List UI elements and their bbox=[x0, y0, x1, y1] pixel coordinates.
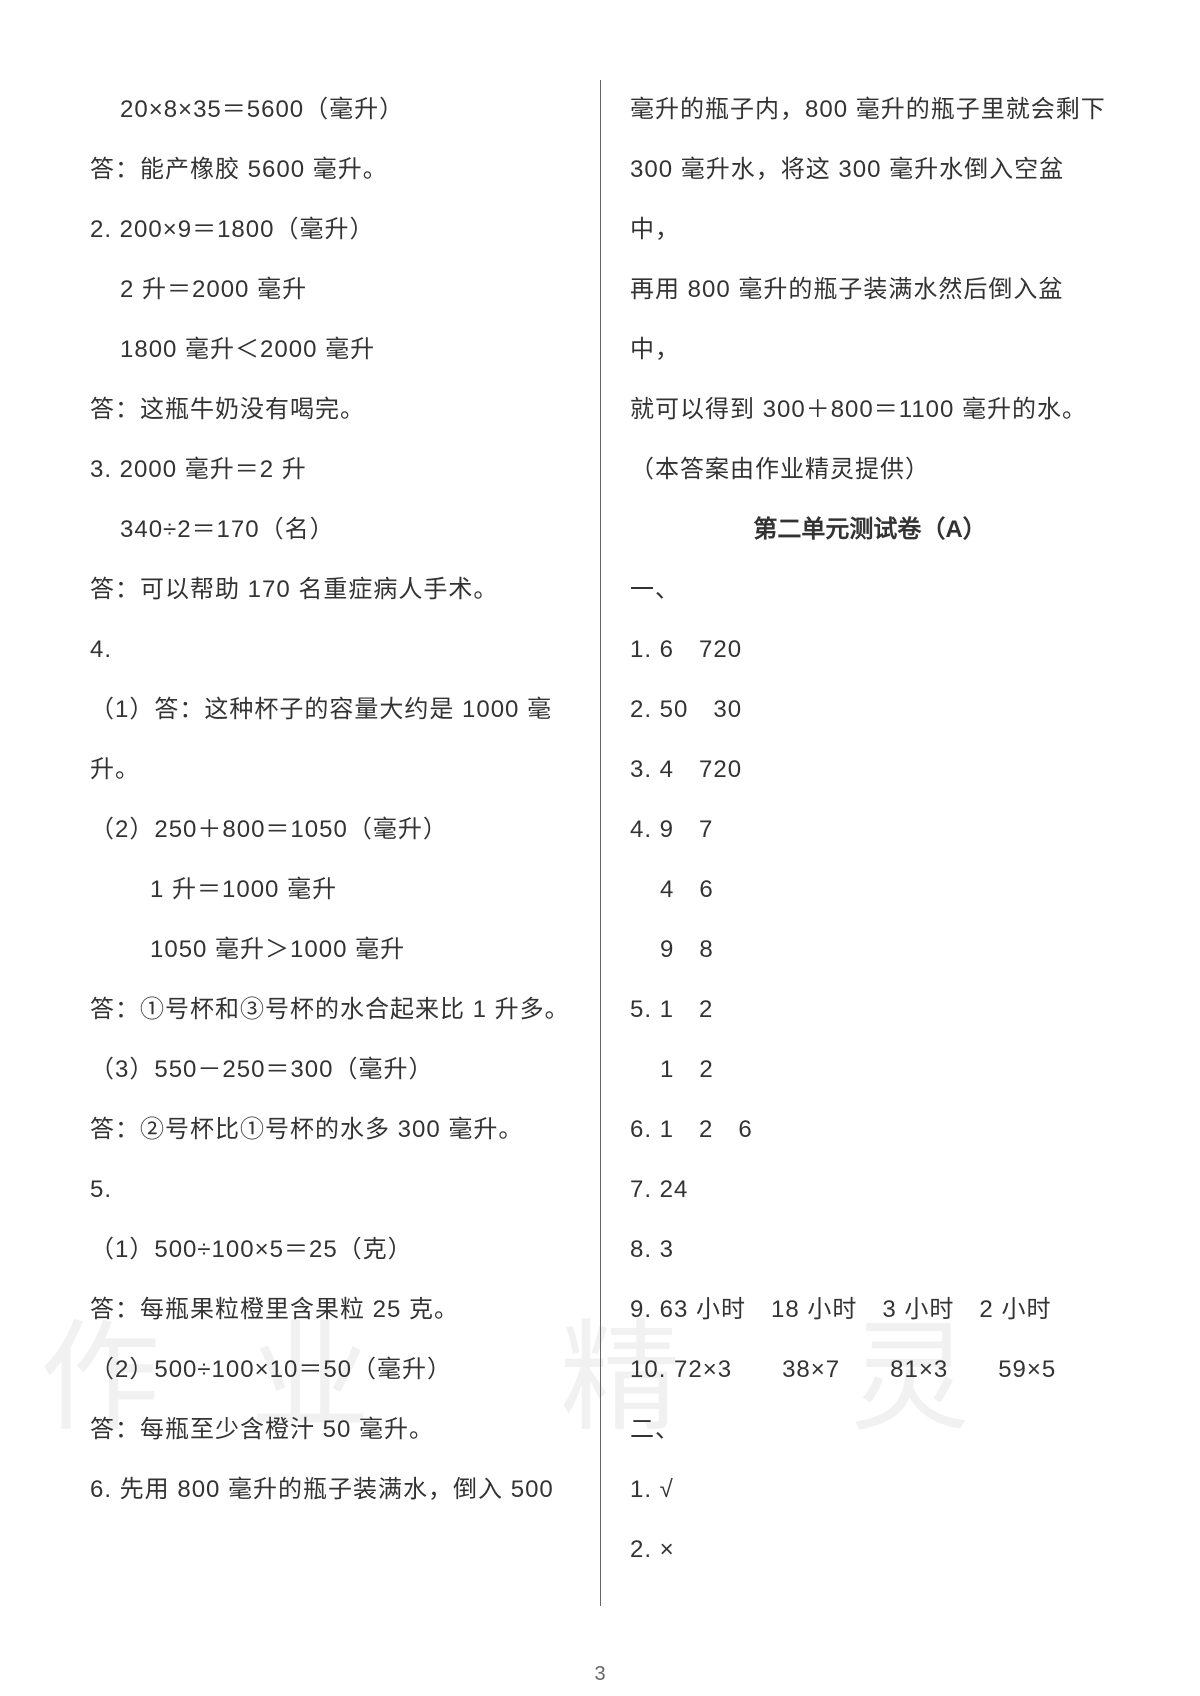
right-section-line: 7. 24 bbox=[630, 1160, 1110, 1220]
left-line: 340÷2＝170（名） bbox=[90, 500, 570, 560]
left-line: 4. bbox=[90, 620, 570, 680]
right-section-line: 2. 50 30 bbox=[630, 680, 1110, 740]
left-line: （2）500÷100×10＝50（毫升） bbox=[90, 1340, 570, 1400]
right-section-line: 二、 bbox=[630, 1400, 1110, 1460]
left-line: 1050 毫升＞1000 毫升 bbox=[90, 920, 570, 980]
column-divider bbox=[600, 80, 601, 1606]
left-line: 6. 先用 800 毫升的瓶子装满水，倒入 500 bbox=[90, 1460, 570, 1520]
left-line: 5. bbox=[90, 1160, 570, 1220]
right-top-line: 毫升的瓶子内，800 毫升的瓶子里就会剩下 bbox=[630, 80, 1110, 140]
left-line: （1）答：这种杯子的容量大约是 1000 毫升。 bbox=[90, 680, 570, 800]
right-section-line: 10. 72×3 38×7 81×3 59×5 bbox=[630, 1340, 1110, 1400]
right-section-line: 4. 9 7 bbox=[630, 800, 1110, 860]
right-top-line: 300 毫升水，将这 300 毫升水倒入空盆中， bbox=[630, 140, 1110, 260]
right-section-line: 8. 3 bbox=[630, 1220, 1110, 1280]
section-title: 第二单元测试卷（A） bbox=[630, 500, 1110, 560]
right-section-line: 1. 6 720 bbox=[630, 620, 1110, 680]
right-section-line: 4 6 bbox=[630, 860, 1110, 920]
left-line: （1）500÷100×5＝25（克） bbox=[90, 1220, 570, 1280]
right-section-line: 9 8 bbox=[630, 920, 1110, 980]
right-section-line: 一、 bbox=[630, 560, 1110, 620]
left-line: 答：每瓶果粒橙里含果粒 25 克。 bbox=[90, 1280, 570, 1340]
left-column: 20×8×35＝5600（毫升）答：能产橡胶 5600 毫升。2. 200×9＝… bbox=[70, 80, 600, 1656]
left-line: 20×8×35＝5600（毫升） bbox=[90, 80, 570, 140]
right-section-line: 9. 63 小时 18 小时 3 小时 2 小时 bbox=[630, 1280, 1110, 1340]
right-section-line: 6. 1 2 6 bbox=[630, 1100, 1110, 1160]
right-section-line: 5. 1 2 bbox=[630, 980, 1110, 1040]
right-section-line: 2. × bbox=[630, 1520, 1110, 1580]
left-line: 1800 毫升＜2000 毫升 bbox=[90, 320, 570, 380]
left-line: 答：①号杯和③号杯的水合起来比 1 升多。 bbox=[90, 980, 570, 1040]
right-section-line: 1 2 bbox=[630, 1040, 1110, 1100]
left-line: 答：每瓶至少含橙汁 50 毫升。 bbox=[90, 1400, 570, 1460]
left-line: 3. 2000 毫升＝2 升 bbox=[90, 440, 570, 500]
page-number: 3 bbox=[594, 1663, 605, 1686]
right-top-line: 就可以得到 300＋800＝1100 毫升的水。 bbox=[630, 380, 1110, 440]
left-line: 答：可以帮助 170 名重症病人手术。 bbox=[90, 560, 570, 620]
left-line: 答：能产橡胶 5600 毫升。 bbox=[90, 140, 570, 200]
left-line: 答：这瓶牛奶没有喝完。 bbox=[90, 380, 570, 440]
page-container: 20×8×35＝5600（毫升）答：能产橡胶 5600 毫升。2. 200×9＝… bbox=[70, 80, 1130, 1656]
left-line: （2）250＋800＝1050（毫升） bbox=[90, 800, 570, 860]
right-top-line: 再用 800 毫升的瓶子装满水然后倒入盆中， bbox=[630, 260, 1110, 380]
right-column: 毫升的瓶子内，800 毫升的瓶子里就会剩下300 毫升水，将这 300 毫升水倒… bbox=[600, 80, 1130, 1656]
right-section-line: 3. 4 720 bbox=[630, 740, 1110, 800]
left-line: （3）550－250＝300（毫升） bbox=[90, 1040, 570, 1100]
left-line: 答：②号杯比①号杯的水多 300 毫升。 bbox=[90, 1100, 570, 1160]
left-line: 2 升＝2000 毫升 bbox=[90, 260, 570, 320]
left-line: 1 升＝1000 毫升 bbox=[90, 860, 570, 920]
right-top-line: （本答案由作业精灵提供） bbox=[630, 440, 1110, 500]
left-line: 2. 200×9＝1800（毫升） bbox=[90, 200, 570, 260]
right-section-line: 1. √ bbox=[630, 1460, 1110, 1520]
